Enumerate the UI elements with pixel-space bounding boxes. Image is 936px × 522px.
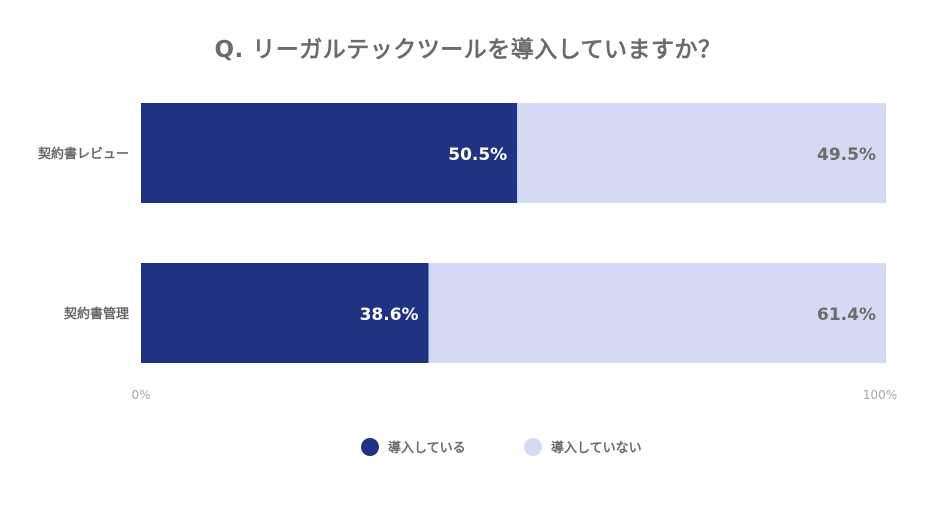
legend-label: 導入していない	[551, 440, 642, 456]
category-label: 契約書管理	[63, 306, 129, 322]
bar-segment-introduced	[141, 263, 429, 363]
category-label: 契約書レビュー	[37, 146, 129, 162]
bar-segment-introduced	[141, 103, 518, 203]
data-label: 50.5%	[448, 145, 507, 165]
bar-segment-not-introduced	[517, 103, 886, 203]
bar-segment-not-introduced	[428, 263, 886, 363]
data-label: 49.5%	[817, 145, 876, 165]
data-label: 61.4%	[817, 305, 876, 325]
chart-title: Q. リーガルテックツールを導入していますか？	[214, 37, 722, 63]
legend-label: 導入している	[388, 440, 466, 456]
x-tick-label: 100%	[863, 388, 897, 402]
x-tick-label: 0%	[131, 388, 150, 402]
legend-marker	[524, 438, 542, 456]
data-label: 38.6%	[360, 305, 419, 325]
legend-marker	[361, 438, 379, 456]
